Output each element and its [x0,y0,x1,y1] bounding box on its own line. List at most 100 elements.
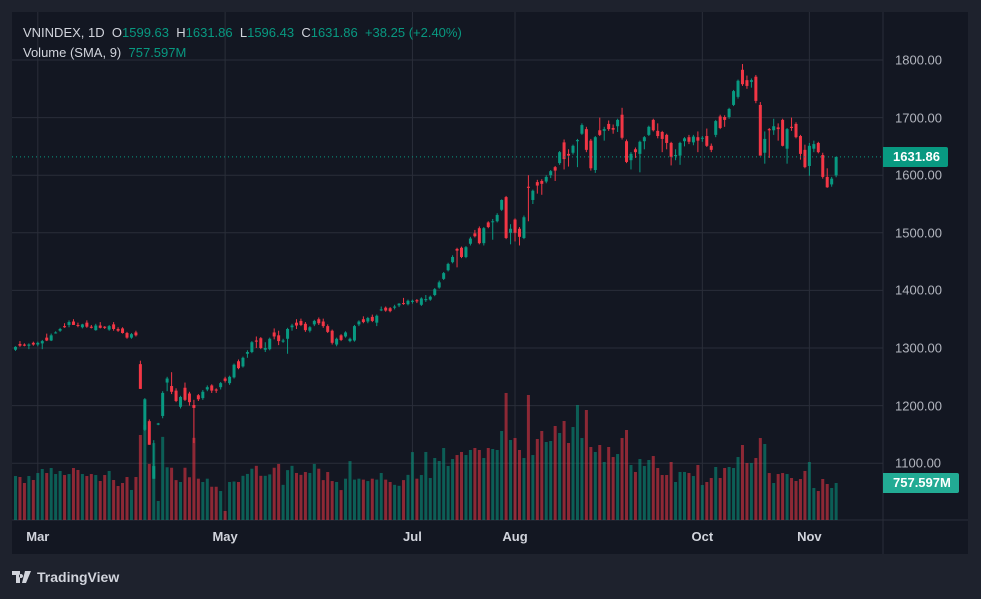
volume-bar [424,451,428,520]
volume-bar [116,485,120,520]
volume-bar [94,475,98,520]
tradingview-icon [12,571,31,583]
tradingview-wordmark: TradingView [37,569,120,585]
volume-bar [647,460,651,520]
candle-up [736,80,740,97]
candle-up [602,129,606,131]
volume-bar [299,474,303,520]
volume-bar [237,482,240,520]
volume-bar [232,481,236,520]
volume-bar [290,465,294,520]
volume-bar [312,463,316,520]
volume-bar [437,461,441,520]
candle-up [352,326,356,341]
volume-bar [165,467,169,520]
candle-down [816,142,820,153]
candle-up [241,357,245,367]
candle-down [339,335,343,340]
chart-panel[interactable] [12,12,968,554]
candle-down [473,233,477,237]
candle-down [237,361,240,369]
volume-bar [129,489,133,520]
candle-up [678,142,682,156]
candle-up [94,325,98,331]
candle-down [790,126,794,128]
candle-up [482,228,486,244]
volume-bar [402,480,406,520]
volume-bar [727,466,731,520]
candle-down [754,76,758,101]
volume-bar [49,467,53,520]
candle-up [232,364,236,378]
candle-down [723,117,727,120]
candle-down [71,321,75,325]
volume-bar [491,448,495,520]
volume-bar [187,477,191,520]
volume-bar [656,467,660,520]
volume-bar [89,474,93,520]
volume-bar [170,467,174,520]
volume-bar [223,510,227,520]
volume-bar [535,439,539,520]
candle-up [647,126,651,135]
candle-down [317,319,321,324]
candle-up [201,391,205,399]
candle-down [112,324,116,329]
volume-bar [740,444,744,520]
candle-down [776,127,780,130]
candle-down [22,344,26,346]
candle-up [67,322,71,325]
volume-bar [807,462,811,520]
volume-bar [294,472,298,520]
volume-bar [571,426,575,520]
volume-indicator-label[interactable]: Volume (SMA, 9) [23,45,122,60]
candle-up [749,80,753,82]
volume-bar [63,475,67,520]
open-label: O [111,25,122,40]
volume-bar [638,459,642,520]
candle-down [513,219,517,233]
close-value: 1631.86 [310,25,358,40]
volume-bar [201,482,205,520]
volume-bar [562,421,566,520]
price-tick-label: 1200.00 [895,398,942,414]
candle-up [80,324,84,328]
volume-bar [98,481,102,520]
candle-down [486,222,490,228]
candle-down [781,119,785,146]
tradingview-logo[interactable]: TradingView [12,569,119,585]
volume-bar [272,467,276,520]
candle-up [375,315,379,323]
volume-bar [732,467,736,520]
price-tick-label: 1800.00 [895,52,942,68]
symbol-label[interactable]: VNINDEX, 1D [23,25,105,40]
candle-down [821,155,825,177]
candle-down [330,330,334,343]
volume-bar [112,480,116,520]
volume-bar [776,474,780,520]
volume-bar [415,478,419,520]
candle-up [419,298,423,305]
candle-up [830,178,834,185]
candle-down [277,335,281,342]
volume-bar [522,458,526,520]
volume-bar [785,474,789,520]
volume-bar [834,482,838,520]
volume-bar [241,475,245,520]
candle-down [31,342,35,345]
volume-bar [464,455,468,520]
chart-canvas[interactable] [12,12,968,554]
candle-down [121,328,125,334]
candle-down [740,69,744,85]
volume-bar [45,473,49,520]
candle-up [152,466,156,479]
candle-up [379,309,383,311]
candle-down [598,130,602,135]
candle-up [531,190,535,200]
candle-down [660,132,664,139]
volume-bar [794,481,798,520]
candle-up [714,121,718,135]
volume-bar [584,409,588,520]
candle-up [14,346,17,350]
candle-down [651,119,655,131]
